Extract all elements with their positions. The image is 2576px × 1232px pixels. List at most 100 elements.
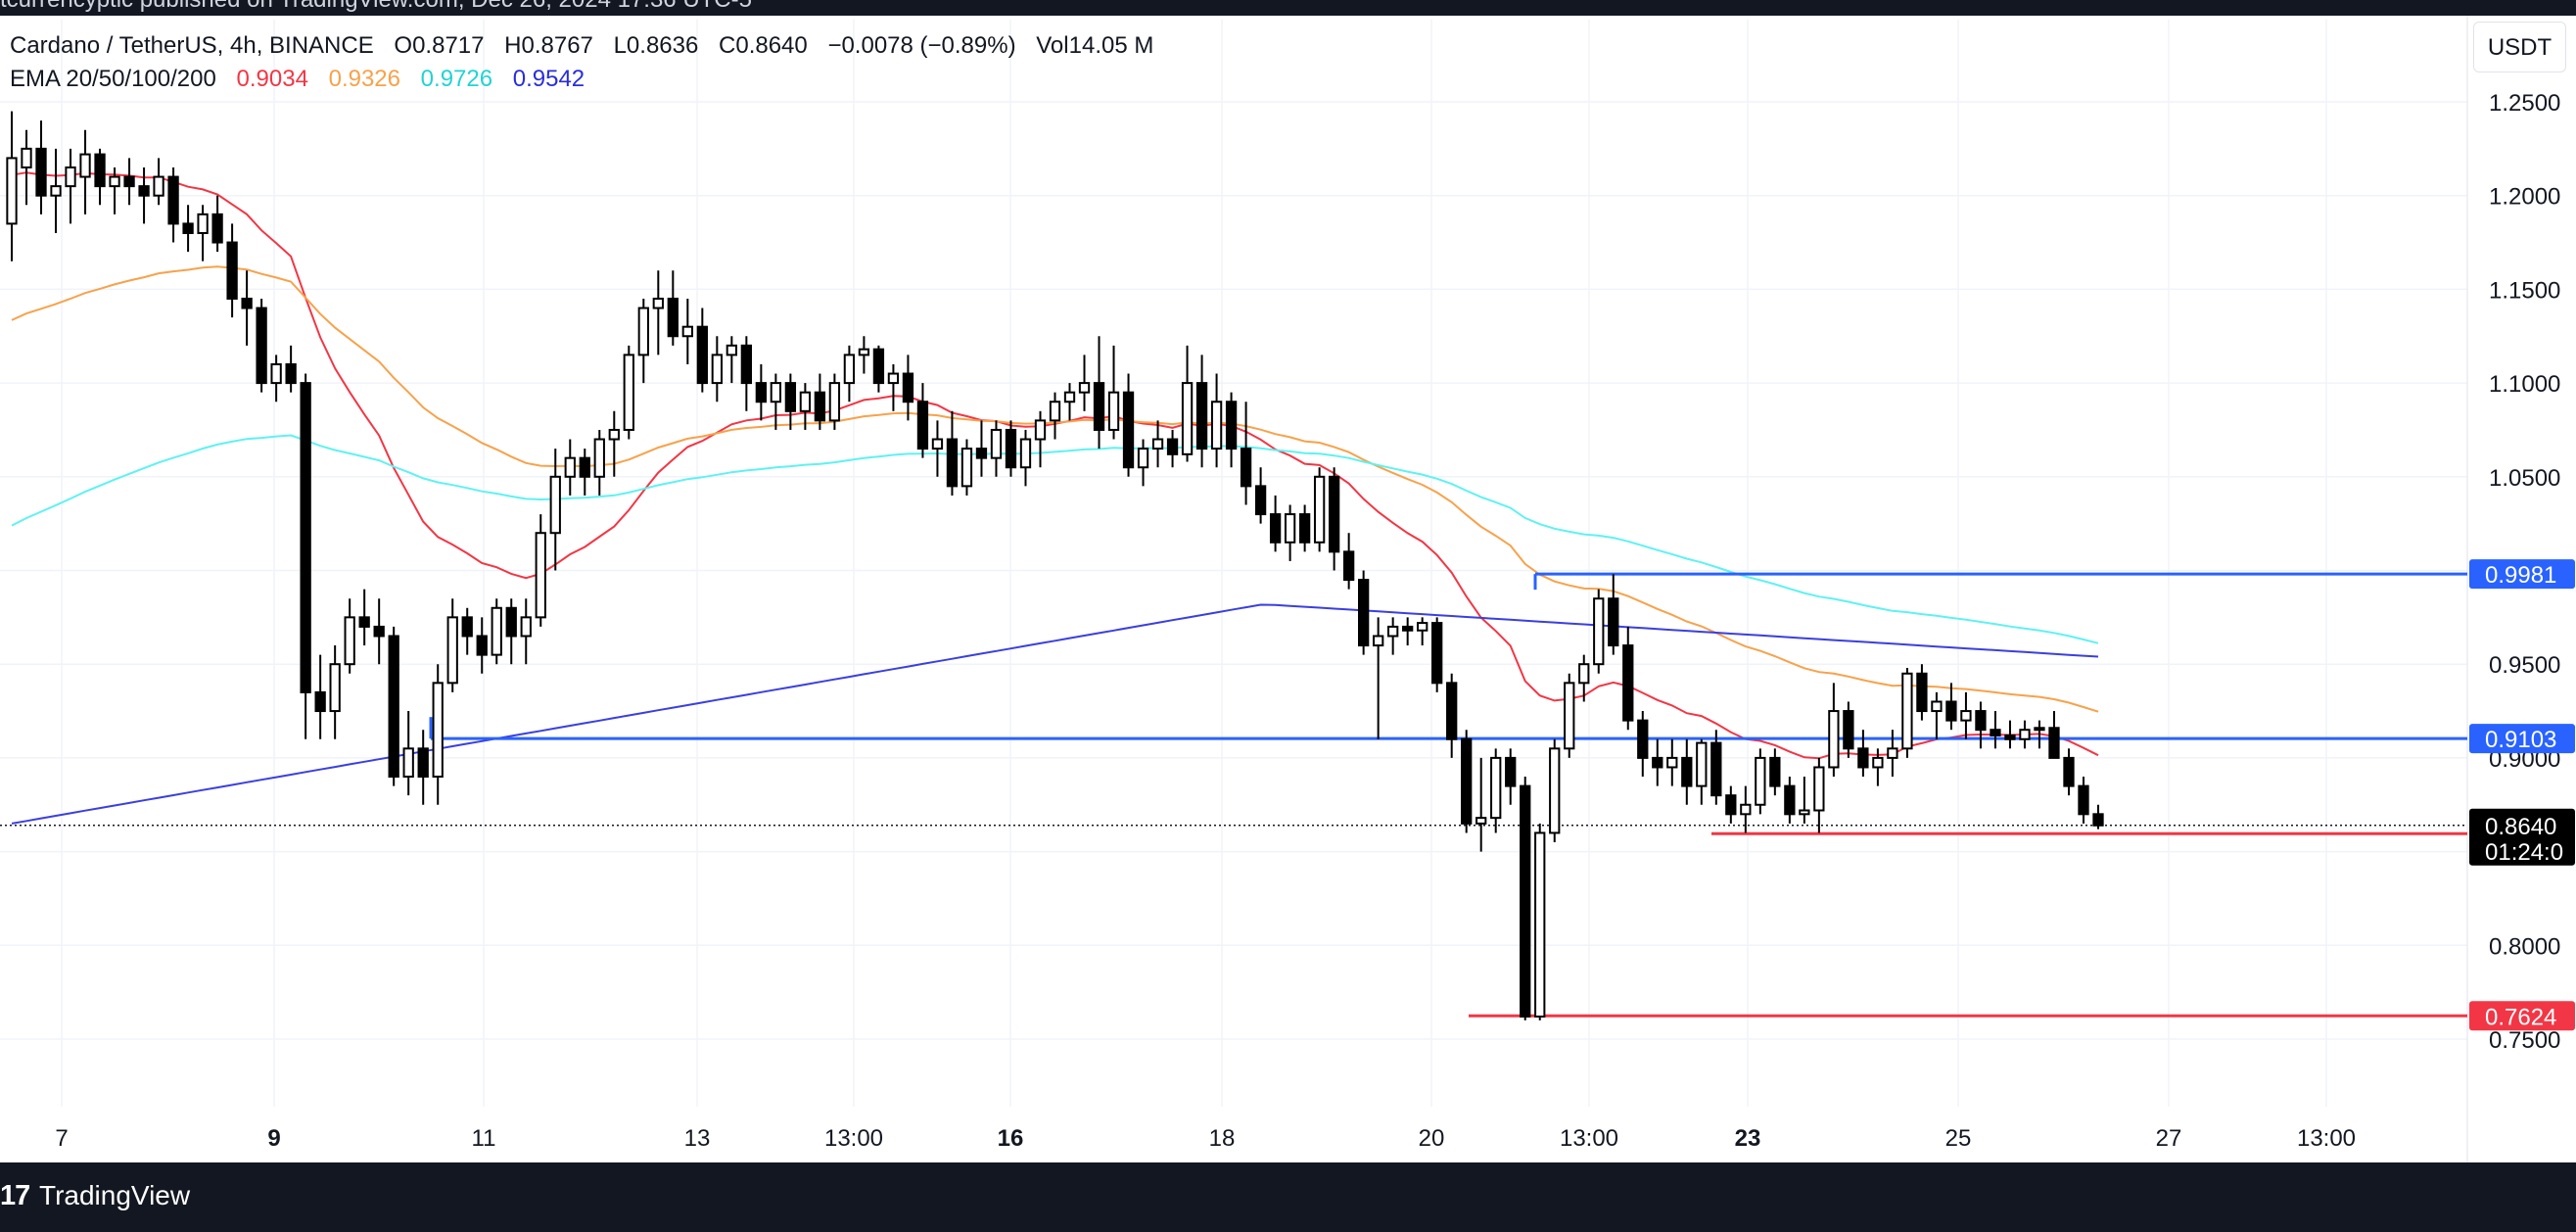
candle: [1107, 345, 1120, 440]
candle: [1269, 495, 1282, 552]
symbol-label[interactable]: Cardano / TetherUS, 4h, BINANCE: [10, 32, 374, 59]
candle: [1210, 373, 1223, 468]
candle: [696, 308, 708, 393]
candle: [1520, 777, 1531, 1020]
candle-body: [1475, 817, 1487, 825]
ema-label[interactable]: EMA 20/50/100/200: [10, 66, 216, 92]
candle-body: [667, 297, 679, 338]
candle-body: [843, 354, 856, 385]
ohlc-row: Cardano / TetherUS, 4h, BINANCE O0.8717 …: [10, 29, 1167, 63]
candle: [726, 336, 737, 384]
candle: [21, 129, 32, 206]
candle: [828, 373, 841, 430]
candlesticks: [6, 111, 2104, 1020]
candle-body: [50, 185, 62, 197]
candle-body: [65, 166, 76, 188]
level-tag-bg: [2469, 1001, 2575, 1031]
candle: [1342, 533, 1355, 590]
price-tick-label: 1.0500: [2489, 465, 2560, 492]
candle: [476, 617, 488, 674]
candle: [1622, 626, 1634, 731]
candle: [1681, 738, 1693, 805]
candle-body: [1019, 438, 1032, 469]
candle-body: [2019, 729, 2031, 740]
candle: [1490, 748, 1502, 833]
candle: [975, 420, 988, 477]
level-tag: 0.9981: [2469, 559, 2575, 590]
candle-body: [1490, 756, 1502, 820]
candle: [2078, 777, 2089, 824]
candle-body: [1608, 597, 1619, 647]
candle-body: [1431, 622, 1443, 685]
horizontal-levels: [0, 572, 2467, 1018]
candle-body: [1284, 513, 1296, 544]
candle: [344, 598, 355, 674]
candle-body: [1593, 597, 1605, 666]
candle-body: [1034, 419, 1047, 441]
candle: [226, 223, 238, 318]
price-tick-label: 1.2500: [2489, 90, 2560, 117]
candle: [814, 373, 826, 430]
candle: [1769, 748, 1781, 796]
candle-body: [872, 348, 885, 385]
candle-body: [1402, 625, 1414, 632]
candle: [711, 336, 723, 403]
candle-body: [417, 747, 429, 779]
candle: [2063, 748, 2075, 796]
close-value: C0.8640: [719, 32, 808, 59]
candle: [197, 205, 209, 261]
candle: [6, 111, 18, 261]
candle: [153, 158, 164, 206]
candle: [1931, 691, 1943, 739]
candle-body: [153, 175, 164, 197]
candle-body: [652, 297, 664, 309]
candle: [1843, 701, 1854, 758]
candle: [858, 336, 870, 374]
candle-body: [1313, 475, 1326, 544]
low-value: L0.8636: [613, 32, 699, 59]
candle: [549, 449, 561, 571]
candle: [1328, 467, 1340, 571]
candle: [946, 410, 959, 496]
candle: [652, 270, 664, 355]
tradingview-brand[interactable]: TradingView: [39, 1180, 191, 1210]
candle: [1505, 748, 1517, 805]
candle-body: [637, 307, 649, 356]
candle: [358, 589, 370, 646]
candle: [329, 645, 341, 739]
candle: [1005, 420, 1017, 477]
candle: [1019, 429, 1032, 487]
candle: [1755, 748, 1766, 815]
candle-body: [1005, 428, 1017, 469]
candle-body: [1887, 747, 1898, 759]
candle: [1534, 823, 1546, 1020]
time-tick-label: 18: [1209, 1125, 1236, 1152]
candle-body: [358, 616, 370, 628]
quote-currency-button[interactable]: USDT: [2473, 22, 2566, 72]
candle-body: [828, 382, 841, 422]
candle-body: [79, 153, 91, 178]
time-tick-label: 20: [1419, 1125, 1445, 1152]
candle: [1387, 617, 1399, 655]
ema20-value: 0.9034: [236, 66, 308, 92]
chart-grid: [0, 16, 2468, 1162]
candle: [1137, 439, 1149, 487]
candle: [1578, 654, 1590, 702]
candle: [256, 298, 267, 393]
candle-body: [1181, 382, 1194, 455]
candle: [1549, 738, 1561, 843]
candle: [373, 598, 385, 665]
candle-body: [94, 153, 106, 188]
candle-body: [2048, 727, 2060, 759]
candle: [1240, 402, 1252, 505]
candle-body: [211, 213, 223, 244]
candle: [1078, 355, 1091, 411]
candle: [755, 363, 768, 421]
candle: [1417, 617, 1429, 646]
candle: [1461, 730, 1473, 833]
candle-body: [1769, 756, 1781, 787]
candle-body: [109, 175, 120, 188]
candle-body: [1520, 784, 1531, 1019]
candle: [990, 420, 1003, 477]
